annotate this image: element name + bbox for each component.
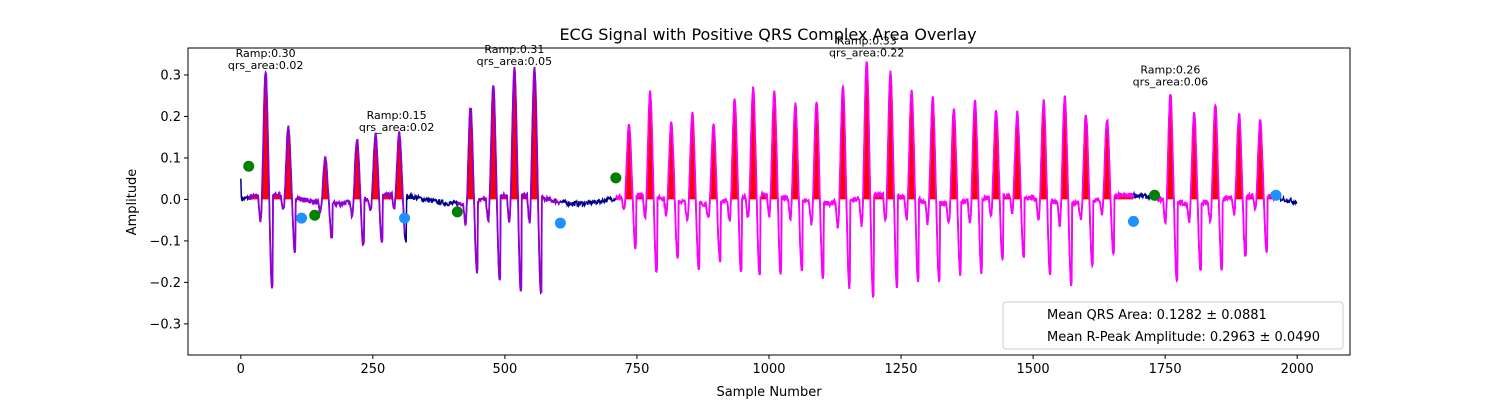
x-tick-label: 250 xyxy=(360,362,385,377)
qrs-area-fill xyxy=(1154,94,1277,200)
offset-marker xyxy=(554,217,566,229)
onset-marker xyxy=(451,206,463,218)
y-tick-label: 0.1 xyxy=(160,151,181,166)
peak-annotation: qrs_area:0.02 xyxy=(228,59,303,72)
onset-marker xyxy=(309,209,321,221)
qrs-segment-line xyxy=(456,66,562,295)
y-axis: −0.3 −0.2 −0.1 0.0 0.1 0.2 0.3 xyxy=(149,68,188,332)
peak-annotation: Ramp:0.33 xyxy=(837,35,897,48)
qrs-area-fill xyxy=(457,67,561,200)
y-axis-label: Amplitude xyxy=(125,169,140,236)
chart-title: ECG Signal with Positive QRS Complex Are… xyxy=(559,25,976,44)
x-tick-label: 1750 xyxy=(1149,362,1182,377)
peak-annotation: Ramp:0.30 xyxy=(236,47,296,60)
peak-annotation: Ramp:0.31 xyxy=(484,43,544,56)
legend: Mean QRS Area: 0.1282 ± 0.0881 Mean R-Pe… xyxy=(1002,301,1344,350)
x-tick-label: 1250 xyxy=(884,362,917,377)
peak-annotation: qrs_area:0.05 xyxy=(477,55,552,68)
x-tick-label: 1000 xyxy=(752,362,785,377)
x-tick-label: 750 xyxy=(625,362,650,377)
offset-marker xyxy=(399,212,411,224)
y-tick-label: −0.2 xyxy=(149,276,181,291)
y-tick-label: 0.2 xyxy=(160,110,181,125)
peak-annotation: qrs_area:0.02 xyxy=(359,121,434,134)
x-tick-label: 0 xyxy=(237,362,245,377)
peak-annotation: qrs_area:0.06 xyxy=(1133,76,1208,89)
qrs-segment-line xyxy=(614,61,1135,298)
y-tick-label: −0.3 xyxy=(149,317,181,332)
x-axis: 0 250 500 750 1000 1250 1500 1750 2000 xyxy=(237,355,1314,377)
qrs-segment-line xyxy=(248,69,406,289)
y-tick-label: 0.3 xyxy=(160,68,181,83)
onset-marker xyxy=(1149,189,1161,201)
x-tick-label: 500 xyxy=(492,362,517,377)
x-tick-label: 1500 xyxy=(1017,362,1050,377)
legend-box xyxy=(1002,301,1344,350)
legend-entry-r-peak: Mean R-Peak Amplitude: 0.2963 ± 0.0490 xyxy=(1047,330,1320,345)
offset-marker xyxy=(1270,189,1282,201)
offset-marker xyxy=(1127,215,1139,227)
y-tick-label: −0.1 xyxy=(149,234,181,249)
x-axis-label: Sample Number xyxy=(716,385,822,400)
onset-marker xyxy=(610,172,622,184)
peak-annotation: Ramp:0.26 xyxy=(1140,64,1200,77)
peak-annotation: Ramp:0.15 xyxy=(367,109,427,122)
x-tick-label: 2000 xyxy=(1281,362,1314,377)
onset-marker xyxy=(243,160,255,172)
peak-annotation: qrs_area:0.22 xyxy=(829,47,904,60)
qrs-area-fill xyxy=(248,72,405,200)
legend-entry-qrs-area: Mean QRS Area: 0.1282 ± 0.0881 xyxy=(1047,308,1267,323)
plot-area: Ramp:0.30qrs_area:0.02Ramp:0.15qrs_area:… xyxy=(228,35,1298,298)
offset-marker xyxy=(296,212,308,224)
y-tick-label: 0.0 xyxy=(160,193,181,208)
qrs-segment-line xyxy=(1154,94,1277,283)
